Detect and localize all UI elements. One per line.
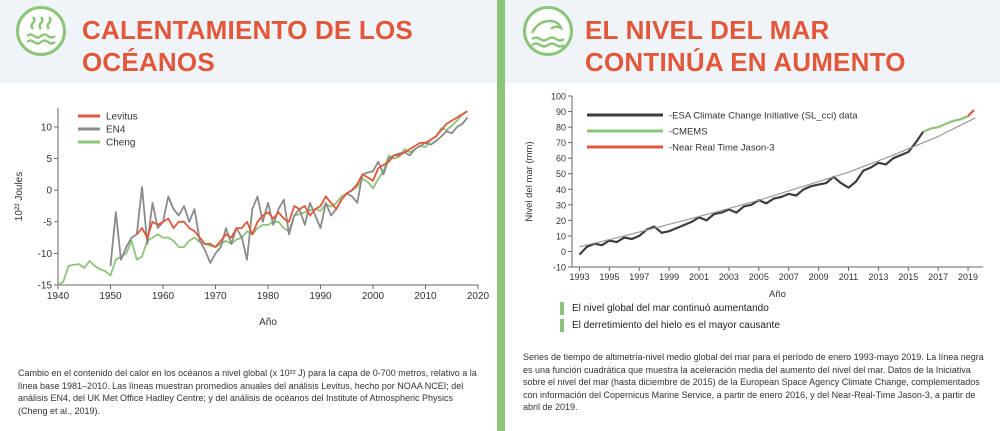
x-tick-label: 1997 bbox=[629, 272, 649, 282]
series-line-levitus bbox=[136, 110, 468, 249]
header-band bbox=[505, 0, 1000, 83]
y-tick-label: 5 bbox=[46, 154, 52, 165]
y-tick-label: 30 bbox=[556, 200, 566, 210]
sea-level-note: El derretimiento del hielo es el mayor c… bbox=[572, 320, 780, 331]
x-tick-label: 1970 bbox=[204, 291, 227, 302]
note-marker bbox=[560, 302, 564, 315]
ocean-heat-chart: -15 -10 -5 0 5 10 1940 1950 1960 1970 1980 1990 2000… bbox=[14, 108, 490, 328]
series-line-trend bbox=[579, 117, 976, 248]
x-tick-label: 2011 bbox=[839, 272, 858, 282]
y-tick-label: 0 bbox=[46, 186, 52, 197]
x-tick-label: 2000 bbox=[362, 291, 385, 302]
y-tick-label: 40 bbox=[556, 185, 566, 195]
ocean-heat-caption: Cambio en el contenido del calor en los … bbox=[18, 368, 477, 416]
x-tick-label: 1995 bbox=[599, 272, 619, 282]
y-axis-label: 10²² Joules bbox=[14, 172, 25, 221]
y-tick-label: 60 bbox=[556, 154, 566, 164]
ocean-heat-icon bbox=[16, 6, 66, 56]
legend-label: -Near Real Time Jason-3 bbox=[669, 143, 775, 154]
series-line-cheng bbox=[57, 110, 468, 286]
x-axis-label: Año bbox=[769, 289, 786, 300]
y-tick-label: 50 bbox=[556, 169, 566, 179]
y-tick-label: 90 bbox=[556, 107, 566, 117]
series-line-esa-climate-change-initiative-sl-cci-data bbox=[578, 131, 925, 256]
x-tick-label: 1990 bbox=[309, 291, 332, 302]
x-tick-label: 1960 bbox=[152, 291, 175, 302]
y-tick-label: 80 bbox=[556, 123, 566, 133]
x-tick-label: 2009 bbox=[809, 272, 829, 282]
y-tick-label: -15 bbox=[38, 281, 53, 292]
x-tick-label: 1999 bbox=[659, 272, 679, 282]
y-tick-label: 0 bbox=[561, 247, 566, 257]
series-line-cmems bbox=[922, 115, 969, 133]
x-axis-label: Año bbox=[259, 317, 277, 328]
x-tick-label: 2019 bbox=[958, 272, 978, 282]
y-tick-label: 20 bbox=[556, 216, 566, 226]
y-tick-label: 100 bbox=[551, 92, 566, 102]
x-tick-label: 1940 bbox=[47, 291, 70, 302]
x-tick-label: 2005 bbox=[749, 272, 769, 282]
ocean-waves-icon bbox=[523, 6, 573, 56]
x-tick-label: 1950 bbox=[99, 291, 122, 302]
panel-divider bbox=[497, 0, 505, 431]
sea-level-chart: -10 0 10 20 30 40 50 60 70 80 90 100 1993 1995 1997 199… bbox=[524, 92, 983, 300]
legend-label: Levitus bbox=[106, 112, 138, 123]
y-tick-label: 70 bbox=[556, 138, 566, 148]
note-marker bbox=[560, 319, 564, 332]
x-tick-label: 2015 bbox=[898, 272, 918, 282]
sea-level-panel: EL NIVEL DEL MAR CONTINÚA EN AUMENTO -10… bbox=[505, 0, 1000, 431]
y-tick-label: 10 bbox=[41, 122, 53, 133]
x-tick-label: 2003 bbox=[719, 272, 739, 282]
x-tick-label: 2007 bbox=[779, 272, 799, 282]
legend-label: EN4 bbox=[106, 125, 126, 136]
y-tick-label: -10 bbox=[38, 249, 53, 260]
y-axis-label: Nivel del mar (mm) bbox=[524, 141, 535, 221]
sea-level-caption: Series de tiempo de altimetría-nivel med… bbox=[523, 352, 984, 413]
series-line-near-real-time-jason-3 bbox=[967, 109, 975, 117]
legend-label: Cheng bbox=[106, 138, 135, 149]
x-tick-label: 1980 bbox=[257, 291, 280, 302]
x-tick-label: 2013 bbox=[868, 272, 888, 282]
x-tick-label: 2001 bbox=[689, 272, 709, 282]
header-band bbox=[0, 0, 497, 83]
page-title: EL NIVEL DEL MAR CONTINÚA EN AUMENTO bbox=[585, 15, 906, 77]
series-line-en4 bbox=[109, 116, 469, 267]
y-tick-label: 10 bbox=[556, 231, 566, 241]
page-title: CALENTAMIENTO DE LOS OCÉANOS bbox=[82, 15, 413, 77]
x-tick-label: 2010 bbox=[414, 291, 437, 302]
sea-level-note: El nivel global del mar continuó aumenta… bbox=[572, 303, 769, 314]
ocean-warming-panel: CALENTAMIENTO DE LOS OCÉANOS -15 -10 -5 0 5 1… bbox=[0, 0, 497, 431]
legend-label: -CMEMS bbox=[669, 127, 708, 138]
x-tick-label: 2020 bbox=[467, 291, 490, 302]
y-tick-label: -5 bbox=[43, 217, 52, 228]
x-tick-label: 2017 bbox=[928, 272, 948, 282]
legend-label: -ESA Climate Change Initiative (SL_cci) … bbox=[669, 111, 858, 122]
y-tick-label: -10 bbox=[553, 263, 566, 273]
x-tick-label: 1993 bbox=[569, 272, 589, 282]
